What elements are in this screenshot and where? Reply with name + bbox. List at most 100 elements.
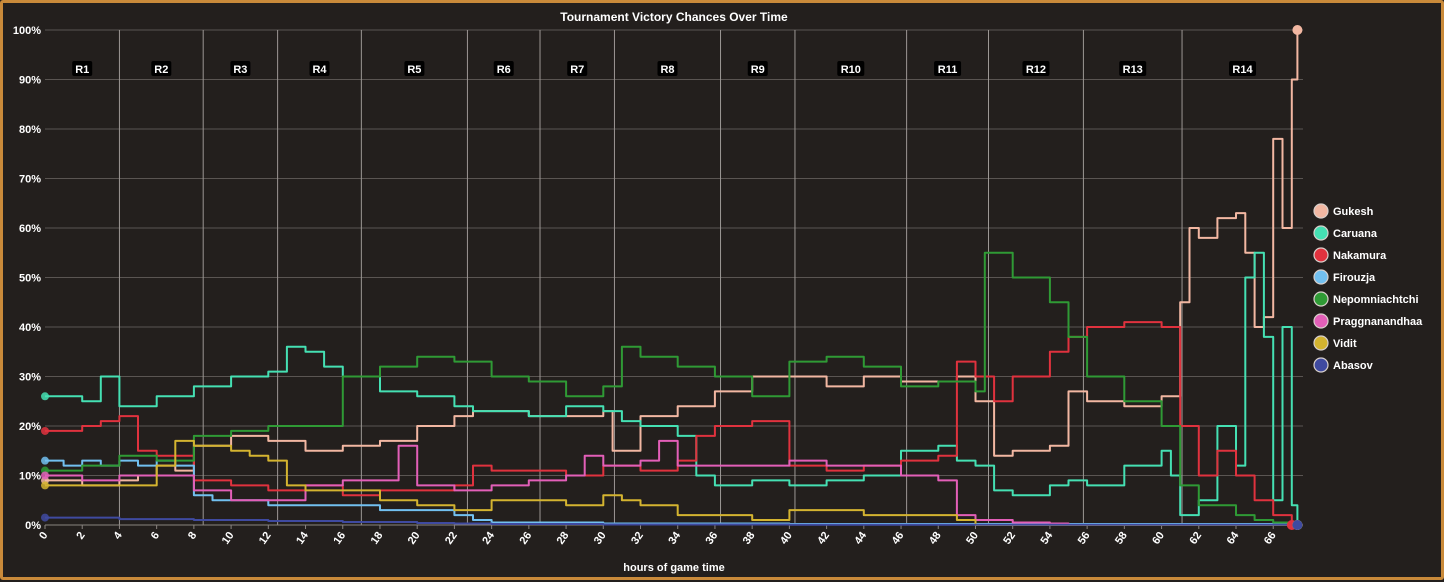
round-label: R5 xyxy=(407,64,421,76)
series-line-nepomniachtchi xyxy=(45,251,1299,525)
legend-item-praggnanandhaa[interactable]: Praggnanandhaa xyxy=(1313,313,1423,329)
y-tick-label: 90% xyxy=(19,75,41,87)
round-label-bg xyxy=(1229,61,1257,76)
legend-item-vidit[interactable]: Vidit xyxy=(1313,335,1357,351)
x-tick-label: 48 xyxy=(927,530,944,547)
round-label: R6 xyxy=(497,64,511,76)
legend[interactable]: Gukesh Caruana Nakamura Firouzja Nepomniacht… xyxy=(1313,203,1423,373)
series-start-point-praggnanandhaa xyxy=(41,471,49,480)
x-tick-label: 34 xyxy=(666,529,683,547)
x-tick-label: 14 xyxy=(294,529,311,547)
x-axis: 0 2 4 6 8 10 12 14 16 18 20 22 24 26 28 30 32 34 36 38 40 42 4… xyxy=(37,524,1303,547)
y-tick-label: 30% xyxy=(19,372,41,384)
round-label: R13 xyxy=(1123,64,1143,76)
x-tick-label: 24 xyxy=(480,529,497,547)
x-tick-label: 44 xyxy=(852,529,869,547)
legend-item-abasov[interactable]: Abasov xyxy=(1313,357,1374,373)
legend-item-nakamura[interactable]: Nakamura xyxy=(1313,247,1387,263)
legend-swatch xyxy=(1313,225,1329,241)
round-label-bg xyxy=(1119,61,1147,76)
round-label: R10 xyxy=(841,64,861,76)
series-start-point-caruana xyxy=(41,392,49,401)
x-tick-label: 4 xyxy=(112,529,126,542)
x-tick-label: 56 xyxy=(1076,530,1093,547)
legend-label: Abasov xyxy=(1333,360,1374,372)
legend-item-firouzja[interactable]: Firouzja xyxy=(1313,269,1376,285)
round-label: R8 xyxy=(660,64,674,76)
legend-swatch xyxy=(1313,291,1329,307)
x-tick-label: 62 xyxy=(1187,530,1204,547)
round-label-bg xyxy=(404,61,425,76)
end-markers xyxy=(41,25,1303,530)
x-tick-label: 52 xyxy=(1001,530,1018,547)
round-label: R3 xyxy=(233,64,247,76)
series-end-point-gukesh xyxy=(1292,25,1303,35)
series-start-point-vidit xyxy=(41,481,49,490)
x-tick-label: 20 xyxy=(406,530,423,547)
y-tick-label: 70% xyxy=(19,174,41,186)
x-tick-label: 38 xyxy=(741,530,758,547)
x-tick-label: 54 xyxy=(1039,529,1056,547)
x-tick-label: 58 xyxy=(1113,530,1130,547)
grid xyxy=(45,29,1303,526)
legend-label: Nepomniachtchi xyxy=(1333,294,1419,306)
x-tick-label: 46 xyxy=(890,530,907,547)
x-tick-label: 12 xyxy=(257,530,274,547)
series-line-vidit xyxy=(45,439,1298,526)
legend-item-caruana[interactable]: Caruana xyxy=(1313,225,1378,241)
legend-item-nepomniachtchi[interactable]: Nepomniachtchi xyxy=(1313,291,1419,307)
x-tick-label: 0 xyxy=(37,530,50,542)
legend-label: Firouzja xyxy=(1333,272,1376,284)
y-tick-label: 0% xyxy=(25,520,41,532)
legend-swatch xyxy=(1313,247,1329,263)
chart-title: Tournament Victory Chances Over Time xyxy=(560,10,788,24)
x-tick-label: 66 xyxy=(1262,530,1279,547)
y-tick-label: 80% xyxy=(19,124,41,136)
round-label: R1 xyxy=(75,64,89,76)
series-start-point-abasov xyxy=(41,513,49,522)
series-line-nakamura xyxy=(45,321,1293,525)
series-lines xyxy=(45,30,1299,526)
x-tick-label: 16 xyxy=(331,530,348,547)
x-tick-label: 64 xyxy=(1225,529,1242,547)
legend-swatch xyxy=(1313,269,1329,285)
round-label: R9 xyxy=(751,64,765,76)
x-tick-label: 36 xyxy=(704,530,721,547)
legend-label: Caruana xyxy=(1333,228,1378,240)
legend-label: Gukesh xyxy=(1333,206,1374,218)
y-axis: 0% 10% 20% 30% 40% 50% 60% 70% 80% 90% 100% xyxy=(13,25,41,532)
round-label-bg xyxy=(567,61,588,76)
round-label-bg xyxy=(657,61,678,76)
series-line-abasov xyxy=(45,516,1299,526)
legend-label: Vidit xyxy=(1333,338,1357,350)
x-tick-label: 50 xyxy=(964,530,981,547)
x-tick-label: 32 xyxy=(629,530,646,547)
round-label: R4 xyxy=(312,64,327,76)
round-label-bg xyxy=(72,61,93,76)
x-tick-label: 60 xyxy=(1150,530,1167,547)
series-start-point-firouzja xyxy=(41,456,49,465)
legend-swatch xyxy=(1313,357,1329,373)
series-line-caruana xyxy=(45,251,1299,525)
legend-swatch xyxy=(1313,203,1329,219)
x-tick-label: 42 xyxy=(815,530,832,547)
series-line-praggnanandhaa xyxy=(45,439,1298,526)
round-label: R14 xyxy=(1232,64,1253,76)
legend-item-gukesh[interactable]: Gukesh xyxy=(1313,203,1374,219)
round-label-bg xyxy=(1022,61,1050,76)
x-tick-label: 8 xyxy=(186,530,199,542)
round-label: R2 xyxy=(154,64,168,76)
x-tick-label: 18 xyxy=(369,530,386,547)
x-tick-label: 30 xyxy=(592,530,609,547)
round-label-bg xyxy=(309,61,330,76)
x-tick-label: 6 xyxy=(149,530,162,542)
round-label-bg xyxy=(747,61,768,76)
y-tick-label: 60% xyxy=(19,223,41,235)
x-tick-label: 10 xyxy=(220,530,237,547)
round-label-bg xyxy=(230,61,251,76)
round-label-bg xyxy=(151,61,172,76)
y-tick-label: 20% xyxy=(19,421,41,433)
series-line-gukesh xyxy=(45,30,1299,487)
x-tick-label: 28 xyxy=(555,530,572,547)
